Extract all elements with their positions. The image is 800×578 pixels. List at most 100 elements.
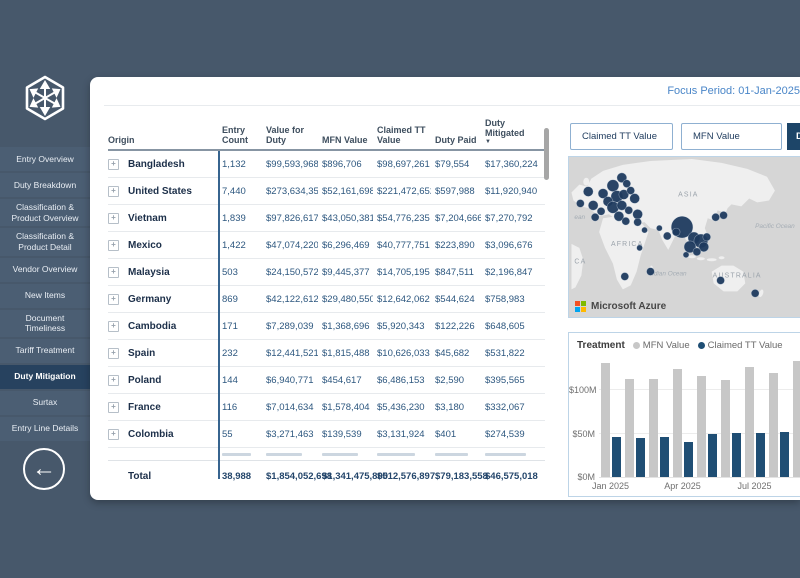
map-bubble (616, 200, 628, 211)
column-header-claimed-tt-value[interactable]: Claimed TT Value (373, 125, 431, 145)
expand-row-icon[interactable]: + (108, 266, 119, 278)
table-row-malaysia[interactable]: + Malaysia 503 $24,150,572 $9,445,377 $14,705… (108, 259, 545, 286)
chart-title: Treatment (577, 340, 625, 351)
bar-claimed-tt-jun-2025[interactable] (732, 432, 741, 477)
expand-row-icon[interactable]: + (108, 293, 119, 305)
bar-mfn-aug-2025[interactable] (769, 372, 778, 477)
map-bubble (682, 251, 690, 259)
origin-name: Cambodia (128, 320, 177, 332)
bar-claimed-tt-jul-2025[interactable] (756, 432, 765, 477)
table-cell: $1,368,696 (322, 320, 370, 332)
back-arrow-icon: ← (32, 455, 56, 482)
origin-name: Spain (128, 347, 156, 359)
table-cell: $3,180 (435, 401, 465, 413)
chart-legend: Treatment MFN Value Claimed TT Value (577, 340, 783, 351)
sidebar-item-tariff-treatment[interactable]: Tariff Treatment (0, 338, 90, 363)
sidebar-item-classification-product-detail[interactable]: Classification & Product Detail (0, 228, 90, 256)
map-bubble (596, 207, 606, 216)
bar-mfn-jan-2025[interactable] (601, 363, 610, 477)
column-header-origin[interactable]: Origin (108, 135, 218, 145)
duty-filter-button[interactable]: Du (787, 123, 800, 150)
origin-name: Malaysia (128, 266, 170, 278)
sidebar-item-new-items[interactable]: New Items (0, 283, 90, 308)
bar-mfn-mar-2025[interactable] (649, 378, 658, 477)
bar-mfn-may-2025[interactable] (697, 376, 706, 477)
column-header-mfn-value[interactable]: MFN Value (318, 135, 373, 145)
table-cell: $139,539 (322, 428, 362, 440)
expand-row-icon[interactable]: + (108, 320, 119, 332)
table-row-bangladesh[interactable]: + Bangladesh 1,132 $99,593,968 $896,706 $98,6… (108, 151, 545, 178)
filter-box-mfn-value[interactable]: MFN Value (681, 123, 782, 150)
bar-claimed-tt-aug-2025[interactable] (780, 431, 789, 477)
table-cell: $42,122,612 (266, 293, 318, 305)
table-row-cambodia[interactable]: + Cambodia 171 $7,289,039 $1,368,696 $5,920,3… (108, 313, 545, 340)
bar-claimed-tt-mar-2025[interactable] (660, 436, 669, 477)
expand-row-icon[interactable]: + (108, 428, 119, 440)
expand-row-icon[interactable]: + (108, 158, 119, 170)
table-row-united-states[interactable]: + United States 7,440 $273,634,351 $52,161,6… (108, 178, 545, 205)
column-header-duty-paid[interactable]: Duty Paid (431, 135, 481, 145)
table-row-spain[interactable]: + Spain 232 $12,441,521 $1,815,488 $10,626,03… (108, 340, 545, 367)
legend-label: Claimed TT Value (707, 340, 783, 351)
column-header-value-for-duty[interactable]: Value for Duty (262, 125, 318, 145)
column-header-duty-mitigated[interactable]: Duty Mitigated ▼ (481, 118, 544, 145)
table-cell: $6,940,771 (266, 374, 314, 386)
table-row-colombia[interactable]: + Colombia 55 $3,271,463 $139,539 $3,131,924 $… (108, 421, 545, 448)
legend-label: MFN Value (642, 340, 690, 351)
table-row-germany[interactable]: + Germany 869 $42,122,612 $29,480,550 $12,642… (108, 286, 545, 313)
bar-claimed-tt-may-2025[interactable] (708, 433, 717, 477)
table-row-poland[interactable]: + Poland 144 $6,940,771 $454,617 $6,486,153 $2… (108, 367, 545, 394)
world-map-card[interactable]: ASIA AFRICA AUSTRALIA Pacific Ocean Indian O… (568, 156, 800, 318)
sidebar-item-entry-line-details[interactable]: Entry Line Details (0, 416, 90, 441)
bar-mfn-sep-2025[interactable] (793, 361, 800, 477)
table-row-mexico[interactable]: + Mexico 1,422 $47,074,220 $6,296,469 $40,777… (108, 232, 545, 259)
table-cell: $43,050,381 (322, 212, 373, 224)
expand-row-icon[interactable]: + (108, 185, 119, 197)
back-button[interactable]: ← (23, 448, 65, 490)
table-cell: $98,697,261 (377, 158, 430, 170)
sidebar-item-classification-product-overview[interactable]: Classification & Product Overview (0, 199, 90, 227)
column-header-entry-count[interactable]: Entry Count (218, 125, 262, 145)
origin-name: Colombia (128, 428, 174, 440)
bar-mfn-jul-2025[interactable] (745, 366, 754, 477)
expand-row-icon[interactable]: + (108, 239, 119, 251)
map-bubble (636, 244, 643, 252)
sidebar-item-vendor-overview[interactable]: Vendor Overview (0, 257, 90, 282)
world-map-canvas[interactable]: ASIA AFRICA AUSTRALIA Pacific Ocean Indian O… (569, 157, 800, 317)
map-bubble (702, 232, 712, 242)
table-cell: $47,074,220 (266, 239, 318, 251)
table-row-france[interactable]: + France 116 $7,014,634 $1,578,404 $5,436,230… (108, 394, 545, 421)
total-value: $1,854,052,698 (266, 470, 333, 482)
table-body: + Bangladesh 1,132 $99,593,968 $896,706 $98,6… (108, 151, 545, 448)
sidebar-item-surtax[interactable]: Surtax (0, 390, 90, 415)
sidebar-item-duty-mitigation[interactable]: Duty Mitigation (0, 364, 90, 389)
map-attribution: Microsoft Azure (575, 301, 666, 312)
expand-row-icon[interactable]: + (108, 212, 119, 224)
filter-box-claimed-tt-value[interactable]: Claimed TT Value (570, 123, 673, 150)
y-tick-label: $100M (569, 385, 597, 395)
sidebar-item-document-timeliness[interactable]: Document Timeliness (0, 309, 90, 337)
main-content-card: Focus Period: 01-Jan-2025 Origin Entry Co… (90, 77, 800, 500)
map-bubble (616, 172, 628, 183)
origin-cell: + Bangladesh (108, 158, 218, 170)
table-row-vietnam[interactable]: + Vietnam 1,839 $97,826,617 $43,050,381 $54,7… (108, 205, 545, 232)
bar-mfn-jun-2025[interactable] (721, 379, 730, 477)
expand-row-icon[interactable]: + (108, 374, 119, 386)
chart-plot-area[interactable] (599, 359, 800, 478)
bar-claimed-tt-jan-2025[interactable] (612, 436, 621, 477)
table-scrollbar[interactable] (544, 128, 549, 180)
sidebar-item-duty-breakdown[interactable]: Duty Breakdown (0, 173, 90, 197)
expand-row-icon[interactable]: + (108, 401, 119, 413)
bar-mfn-feb-2025[interactable] (625, 378, 634, 477)
origin-duty-table: Origin Entry Count Value for Duty MFN Value… (108, 117, 545, 491)
table-cell: $3,096,676 (485, 239, 533, 251)
table-cell: 1,422 (222, 239, 246, 251)
table-cell: $14,705,195 (377, 266, 430, 278)
expand-row-icon[interactable]: + (108, 347, 119, 359)
origin-cell: + Colombia (108, 428, 218, 440)
bar-claimed-tt-feb-2025[interactable] (636, 437, 645, 477)
sidebar-item-entry-overview[interactable]: Entry Overview (0, 147, 90, 171)
table-cell: 503 (222, 266, 238, 278)
bar-mfn-apr-2025[interactable] (673, 369, 682, 477)
bar-claimed-tt-apr-2025[interactable] (684, 442, 693, 477)
